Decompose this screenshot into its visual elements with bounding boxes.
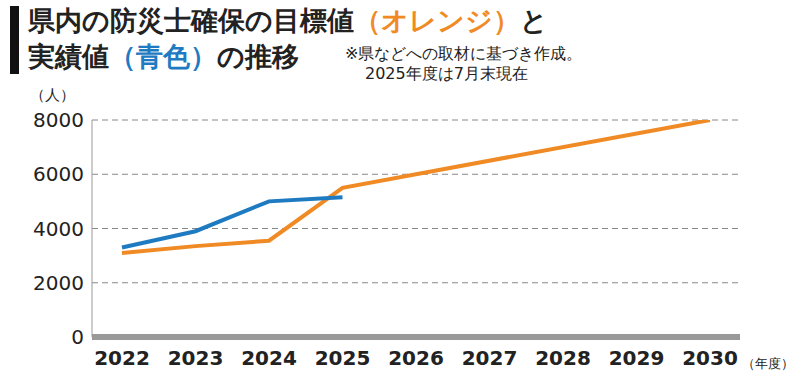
svg-text:4000: 4000 — [33, 217, 84, 241]
svg-text:2025: 2025 — [315, 346, 371, 370]
svg-text:2023: 2023 — [168, 346, 224, 370]
svg-text:2022: 2022 — [94, 346, 150, 370]
svg-text:2028: 2028 — [535, 346, 591, 370]
svg-text:2000: 2000 — [33, 271, 84, 295]
svg-text:6000: 6000 — [33, 162, 84, 186]
svg-text:2030: 2030 — [682, 346, 738, 370]
html-text:（人）: （人） — [30, 86, 75, 104]
svg-text:8000: 8000 — [33, 108, 84, 132]
svg-text:2026: 2026 — [388, 346, 444, 370]
svg-text:2029: 2029 — [609, 346, 665, 370]
svg-text:2027: 2027 — [462, 346, 518, 370]
html-text:※県などへの取材に基づき作成。: ※県などへの取材に基づき作成。 — [345, 44, 583, 63]
html-text:実績値（青色）の推移: 実績値（青色）の推移 — [28, 41, 299, 72]
svg-text:0: 0 — [71, 325, 84, 349]
svg-text:2024: 2024 — [241, 346, 297, 370]
html-text:（年度）: （年度） — [742, 356, 794, 371]
html-text:2025年度は7月末現在: 2025年度は7月末現在 — [365, 64, 528, 83]
html-text:県内の防災士確保の目標値（オレンジ）と: 県内の防災士確保の目標値（オレンジ）と — [28, 5, 548, 36]
